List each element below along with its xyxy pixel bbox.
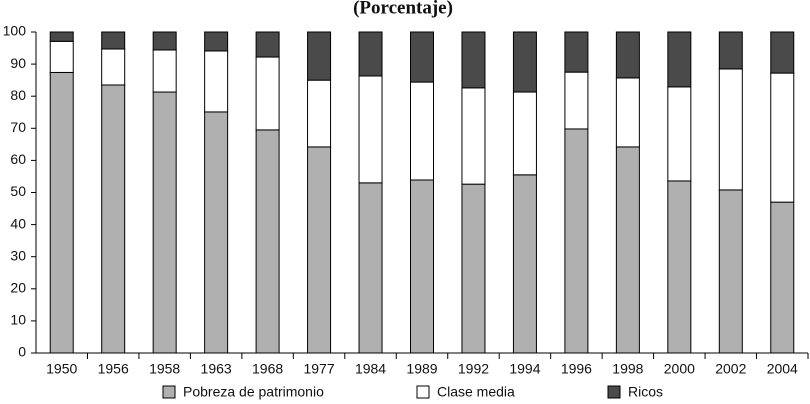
bar-segment [770, 31, 795, 74]
bar-segment [564, 31, 589, 73]
bar-segment [152, 31, 177, 51]
bar-segment [718, 189, 743, 354]
bar-segment [410, 81, 434, 181]
bar-segment [49, 40, 74, 73]
x-tick-label: 2004 [767, 361, 798, 377]
bar-segment [358, 182, 383, 354]
bar-segment [255, 129, 280, 354]
y-tick-label: 40 [10, 215, 26, 231]
bar-segment [512, 91, 537, 176]
x-tick-label: 1992 [458, 361, 489, 377]
legend-swatch [162, 385, 176, 399]
y-tick-label: 30 [10, 247, 26, 263]
x-tick-label: 1977 [303, 361, 334, 377]
bar-segment [564, 128, 589, 354]
y-tick-label: 80 [10, 87, 26, 103]
bar-segment [204, 111, 229, 354]
legend-swatch [416, 385, 430, 399]
bar-segment [615, 146, 640, 354]
y-tick-label: 10 [10, 312, 26, 328]
y-tick-label: 60 [10, 151, 26, 167]
bar-segment [410, 179, 434, 354]
bar-segment [718, 31, 743, 70]
bar-segment [49, 31, 74, 42]
bar-segment [101, 48, 126, 86]
x-tick-label: 1958 [149, 361, 180, 377]
bar-segment [255, 31, 280, 58]
bar-segment [667, 180, 692, 354]
bar-segment [615, 77, 640, 148]
x-tick-label: 1950 [46, 361, 77, 377]
x-tick-label: 1956 [98, 361, 129, 377]
chart-title: (Porcentaje) [353, 0, 453, 18]
bar-segment [204, 31, 229, 52]
bar-segment [410, 31, 434, 83]
x-tick-label: 1984 [355, 361, 386, 377]
x-tick-label: 1989 [406, 361, 437, 377]
y-tick-label: 70 [10, 119, 26, 135]
x-tick-label: 2002 [715, 361, 746, 377]
x-tick-label: 1998 [612, 361, 643, 377]
bar-segment [667, 31, 692, 88]
bar-segment [770, 201, 795, 354]
x-tick-label: 1996 [561, 361, 592, 377]
legend-label: Pobreza de patrimonio [183, 384, 324, 400]
bar-segment [358, 75, 383, 184]
bar-segment [461, 31, 486, 89]
y-tick-label: 50 [10, 183, 26, 199]
y-tick-label: 20 [10, 280, 26, 296]
bar-segment [255, 56, 280, 131]
bar-segment [101, 84, 126, 354]
y-tick-label: 0 [18, 344, 26, 360]
legend-swatch [607, 385, 621, 399]
bar-segment [358, 31, 383, 77]
bar-segment [307, 146, 332, 354]
bar-segment [204, 50, 229, 113]
bar-segment [152, 91, 177, 354]
bar-segment [564, 71, 589, 130]
legend-label: Ricos [628, 384, 663, 400]
y-tick-label: 100 [3, 23, 27, 39]
bar-segment [461, 87, 486, 185]
x-tick-label: 1963 [201, 361, 232, 377]
bar-segment [667, 86, 692, 182]
bar-segment [307, 79, 332, 148]
legend-label: Clase media [437, 384, 515, 400]
x-tick-label: 2000 [664, 361, 695, 377]
bar-segment [718, 68, 743, 191]
bar-segment [461, 183, 486, 354]
bar-segment [615, 31, 640, 79]
bar-segment [512, 31, 537, 93]
bar-segment [307, 31, 332, 81]
bar-segment [152, 49, 177, 93]
bar-segment [512, 174, 537, 354]
x-tick-label: 1994 [509, 361, 540, 377]
bar-segment [770, 72, 795, 203]
bar-segment [101, 31, 126, 50]
y-tick-label: 90 [10, 55, 26, 71]
bar-segment [49, 71, 74, 354]
x-tick-label: 1968 [252, 361, 283, 377]
